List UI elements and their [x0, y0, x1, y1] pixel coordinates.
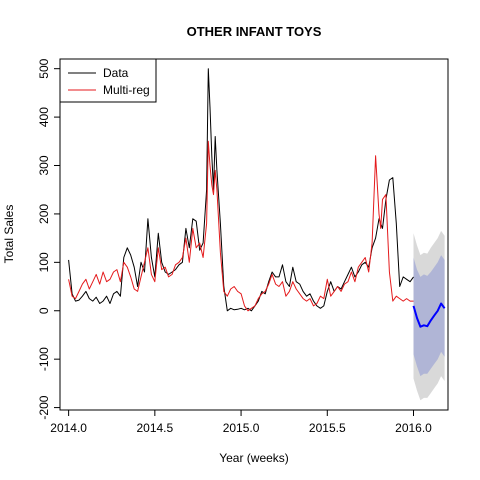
x-tick-label: 2015.0	[223, 421, 260, 435]
y-tick-label: 400	[37, 107, 51, 127]
y-tick-label: 0	[37, 307, 51, 314]
y-tick-label: -100	[37, 347, 51, 371]
y-tick-label: 200	[37, 204, 51, 224]
x-tick-label: 2016.0	[395, 421, 432, 435]
x-axis-label: Year (weeks)	[219, 451, 289, 465]
series-lines	[68, 68, 446, 328]
y-tick-label: 100	[37, 252, 51, 272]
legend-label-data: Data	[103, 66, 129, 80]
band-80	[413, 255, 445, 377]
forecast-bands	[413, 230, 445, 401]
x-tick-label: 2015.5	[309, 421, 346, 435]
legend-label-multireg: Multi-reg	[103, 83, 150, 97]
chart-title: OTHER INFANT TOYS	[187, 24, 322, 39]
series-line-data	[68, 68, 414, 312]
y-tick-label: 500	[37, 58, 51, 78]
y-tick-label: 300	[37, 155, 51, 175]
legend-box	[59, 58, 157, 103]
series-line-forecast	[412, 302, 446, 328]
legend: Data Multi-reg	[59, 58, 157, 103]
y-tick-label: -200	[37, 395, 51, 419]
y-axis-label: Total Sales	[2, 205, 16, 264]
series-line-multireg	[68, 140, 414, 312]
x-tick-label: 2014.5	[136, 421, 173, 435]
x-tick-label: 2014.0	[50, 421, 87, 435]
x-axis: 2014.0 2014.5 2015.0 2015.5 2016.0	[50, 409, 432, 435]
y-axis: -200 -100 0 100 200 300 400 500	[37, 58, 61, 420]
